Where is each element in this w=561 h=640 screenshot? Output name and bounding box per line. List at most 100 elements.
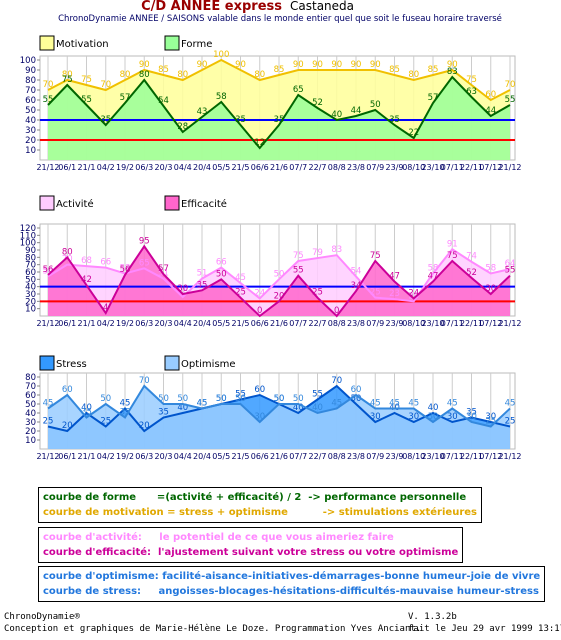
value-label: 50 — [216, 269, 227, 279]
x-tick-label: 23/8 — [347, 452, 365, 461]
x-tick-label: 23/10 — [421, 319, 444, 328]
value-label: 54 — [158, 96, 169, 106]
value-label: 55 — [81, 95, 92, 105]
value-label: 75 — [293, 251, 304, 261]
value-label: 83 — [447, 67, 458, 77]
value-label: 25 — [485, 417, 496, 427]
value-label: 35 — [158, 408, 169, 418]
value-label: 100 — [213, 50, 229, 60]
value-label: 35 — [274, 115, 285, 125]
series-line — [47, 384, 511, 428]
value-label: 66 — [216, 258, 227, 268]
value-label: 85 — [428, 65, 439, 75]
value-label: 30 — [177, 284, 188, 294]
x-tick-label: 05/5 — [212, 319, 230, 328]
value-label: 45 — [235, 273, 246, 283]
value-label: 50 — [274, 394, 285, 404]
x-tick-label: 07/12 — [479, 163, 502, 172]
x-tick-label: 07/12 — [479, 452, 502, 461]
date: fait le Jeu 29 avr 1999 13:17 — [408, 624, 561, 634]
value-label: 50 — [370, 100, 381, 110]
x-tick-label: 06/3 — [135, 452, 153, 461]
note-line: courbe d'optimisme: facilité-aisance-ini… — [43, 571, 541, 582]
legend-swatch — [164, 195, 180, 211]
value-label: 54 — [351, 266, 362, 276]
value-label: 74 — [466, 252, 477, 262]
x-tick-label: 20/4 — [193, 319, 211, 328]
value-label: 50 — [158, 394, 169, 404]
value-label: 45 — [197, 399, 208, 409]
note-line: courbe de stress: angoisses-blocages-hés… — [43, 586, 539, 597]
y-tick-label: 100 — [20, 239, 36, 249]
value-label: 55 — [293, 266, 304, 276]
legend-label: Activité — [56, 198, 94, 210]
value-label: 35 — [100, 115, 111, 125]
x-tick-label: 19/2 — [116, 319, 134, 328]
value-label: 25 — [43, 417, 54, 427]
value-label: 30 — [466, 412, 477, 422]
x-tick-label: 20/3 — [155, 452, 173, 461]
value-label: 30 — [485, 412, 496, 422]
value-label: 42 — [81, 275, 92, 285]
x-tick-label: 05/5 — [212, 163, 230, 172]
value-label: 57 — [120, 93, 131, 103]
value-label: 75 — [81, 75, 92, 85]
x-tick-label: 21/12 — [498, 319, 521, 328]
value-label: 45 — [370, 399, 381, 409]
value-label: 65 — [293, 85, 304, 95]
x-tick-label: 23/9 — [386, 452, 404, 461]
legend-swatch — [39, 195, 55, 211]
value-label: 30 — [447, 412, 458, 422]
x-tick-label: 23/10 — [421, 163, 444, 172]
value-label: 80 — [139, 70, 150, 80]
x-tick-label: 06/1 — [58, 163, 76, 172]
y-tick-label: 120 — [20, 224, 36, 234]
value-label: 80 — [62, 247, 73, 257]
value-label: 30 — [370, 412, 381, 422]
value-label: 34 — [351, 281, 362, 291]
value-label: 4 — [103, 303, 108, 313]
value-label: 90 — [370, 60, 381, 70]
y-tick-label: 70 — [25, 86, 36, 96]
value-label: 45 — [43, 399, 54, 409]
x-tick-label: 07/11 — [441, 163, 464, 172]
value-label: 70 — [505, 80, 516, 90]
value-label: 45 — [331, 399, 342, 409]
x-tick-label: 07/11 — [441, 319, 464, 328]
value-label: 40 — [331, 110, 342, 120]
y-tick-label: 40 — [25, 409, 36, 419]
x-tick-label: 07/9 — [366, 163, 384, 172]
x-tick-label: 22/7 — [309, 319, 327, 328]
value-label: 75 — [466, 75, 477, 85]
value-label: 60 — [485, 90, 496, 100]
x-tick-label: 22/11 — [460, 163, 483, 172]
value-label: 58 — [216, 92, 227, 102]
value-label: 79 — [312, 248, 323, 258]
value-label: 30 — [485, 284, 496, 294]
value-label: 25 — [235, 288, 246, 298]
x-tick-label: 23/10 — [421, 452, 444, 461]
brand: ChronoDynamie® — [4, 612, 80, 622]
x-tick-label: 20/4 — [193, 163, 211, 172]
value-label: 35 — [389, 115, 400, 125]
value-label: 0 — [257, 306, 262, 316]
value-label: 40 — [312, 403, 323, 413]
y-tick-label: 50 — [25, 106, 36, 116]
y-tick-label: 30 — [25, 418, 36, 428]
value-label: 20 — [274, 291, 285, 301]
x-tick-label: 23/9 — [386, 163, 404, 172]
value-label: 25 — [100, 417, 111, 427]
value-label: 50 — [216, 394, 227, 404]
value-label: 56 — [43, 265, 54, 275]
y-tick-label: 50 — [25, 275, 36, 285]
value-label: 70 — [100, 80, 111, 90]
x-tick-label: 22/11 — [460, 319, 483, 328]
x-tick-label: 21/5 — [232, 452, 250, 461]
value-label: 55 — [312, 390, 323, 400]
value-label: 90 — [235, 60, 246, 70]
value-label: 75 — [370, 251, 381, 261]
value-label: 80 — [254, 70, 265, 80]
y-tick-label: 10 — [25, 305, 36, 315]
value-label: 80 — [62, 70, 73, 80]
